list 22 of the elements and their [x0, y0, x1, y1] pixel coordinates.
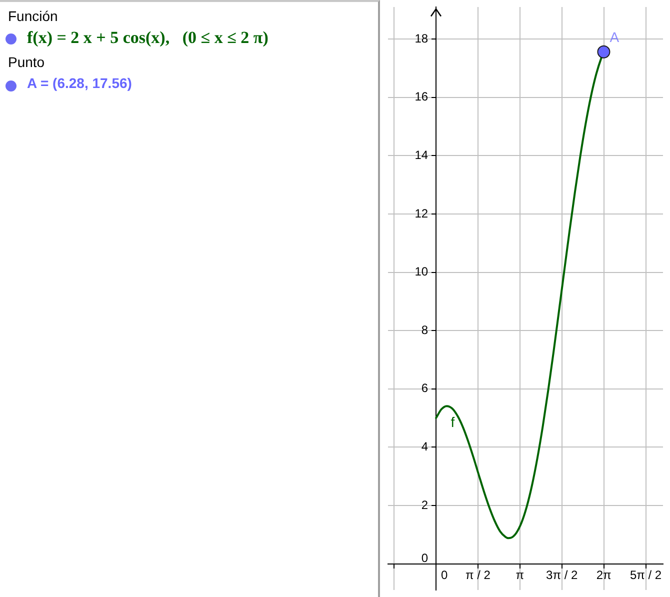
y-tick-label: 16	[414, 90, 428, 104]
x-tick-label: π / 2	[466, 568, 491, 582]
y-tick-label: 6	[421, 381, 428, 396]
text: f(x) = 2 x + 5 cos(x), (0 ≤ x ≤ 2 π)	[27, 28, 268, 48]
text: Punto	[8, 54, 45, 70]
y-tick-label: 8	[421, 322, 428, 337]
y-tick-label: 10	[414, 264, 428, 279]
x-tick-label: π	[516, 568, 524, 582]
x-tick-label: 2π	[596, 568, 612, 582]
y-tick-label: 0	[421, 551, 428, 566]
y-tick-label: 4	[421, 439, 428, 454]
x-tick-label: 0	[441, 568, 448, 582]
y-tick-label: 2	[421, 498, 428, 512]
series-label: f	[450, 414, 455, 430]
y-tick-label: 12	[414, 206, 428, 220]
text: A = (6.28, 17.56)	[27, 75, 132, 91]
text: Función	[8, 8, 58, 24]
y-tick-label: 14	[414, 148, 428, 162]
x-tick-label: 3π / 2	[546, 568, 578, 582]
x-tick-label: 5π / 2	[630, 568, 662, 582]
series-label: A	[610, 28, 620, 45]
y-tick-label: 18	[414, 31, 428, 46]
